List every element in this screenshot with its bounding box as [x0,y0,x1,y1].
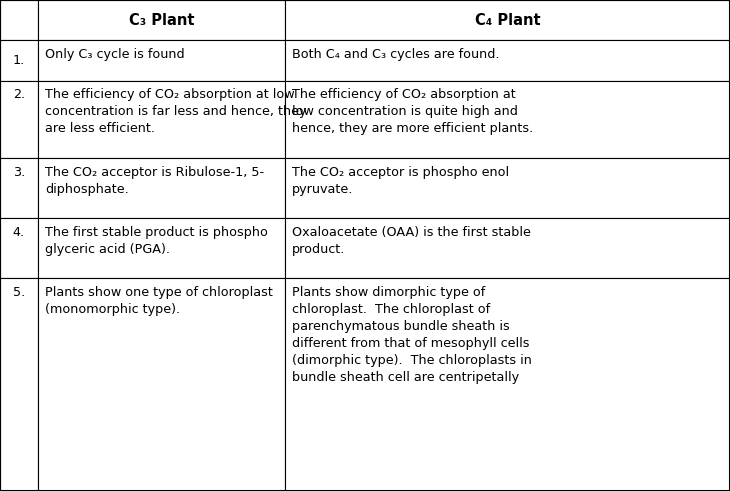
Text: 4.: 4. [13,226,25,239]
Text: The efficiency of CO₂ absorption at low
concentration is far less and hence, the: The efficiency of CO₂ absorption at low … [45,88,307,136]
Bar [38,0,285,40]
Bar [285,158,730,218]
Text: 2.: 2. [13,88,25,101]
Text: Plants show one type of chloroplast
(monomorphic type).: Plants show one type of chloroplast (mon… [45,286,273,316]
Bar [38,218,285,278]
Bar [0,158,38,218]
Bar [38,40,285,81]
Text: The CO₂ acceptor is Ribulose-1, 5-
diphosphate.: The CO₂ acceptor is Ribulose-1, 5- dipho… [45,166,264,196]
Bar [0,40,38,81]
Text: The CO₂ acceptor is phospho enol
pyruvate.: The CO₂ acceptor is phospho enol pyruvat… [292,166,509,196]
Bar [285,218,730,278]
Bar [38,81,285,158]
Text: Oxaloacetate (OAA) is the first stable
product.: Oxaloacetate (OAA) is the first stable p… [292,226,531,256]
Text: 1.: 1. [13,54,25,67]
Bar [38,278,285,491]
Bar [0,0,38,40]
Text: 3.: 3. [13,166,25,179]
Bar [285,278,730,491]
Bar [0,278,38,491]
Bar [285,40,730,81]
Text: Plants show dimorphic type of
chloroplast.  The chloroplast of
parenchymatous bu: Plants show dimorphic type of chloroplas… [292,286,532,384]
Bar [285,0,730,40]
Bar [0,218,38,278]
Text: 5.: 5. [13,286,25,299]
Text: C₃ Plant: C₃ Plant [128,13,194,27]
Text: Both C₄ and C₃ cycles are found.: Both C₄ and C₃ cycles are found. [292,48,499,61]
Text: C₄ Plant: C₄ Plant [474,13,540,27]
Text: Only C₃ cycle is found: Only C₃ cycle is found [45,48,185,61]
Bar [0,81,38,158]
Text: The first stable product is phospho
glyceric acid (PGA).: The first stable product is phospho glyc… [45,226,268,256]
Bar [285,81,730,158]
Text: The efficiency of CO₂ absorption at
low concentration is quite high and
hence, t: The efficiency of CO₂ absorption at low … [292,88,533,136]
Bar [38,158,285,218]
